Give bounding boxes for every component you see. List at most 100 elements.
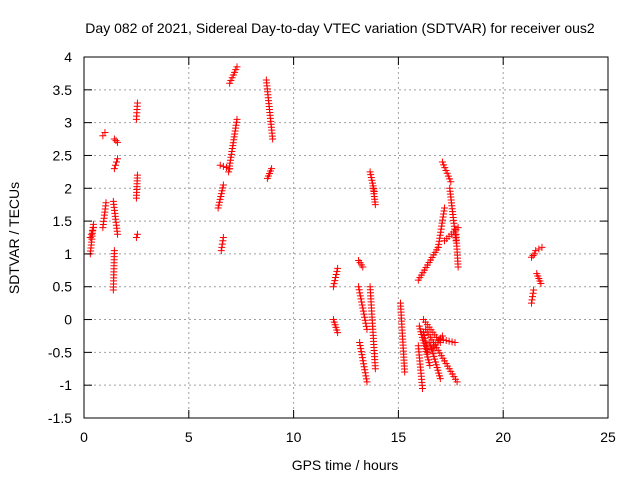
data-point <box>360 360 368 368</box>
data-point <box>358 298 366 306</box>
data-point <box>359 357 367 365</box>
data-point <box>527 253 535 261</box>
chart-title: Day 082 of 2021, Sidereal Day-to-day VTE… <box>85 20 595 36</box>
y-ticks: -1.5 -1 -0.5 0 0.5 1 1.5 2 2.5 3 3.5 4 <box>48 49 608 426</box>
data-point <box>531 250 539 258</box>
data-point <box>268 165 276 173</box>
data-point <box>529 293 537 301</box>
data-point <box>445 337 453 345</box>
data-point <box>215 198 223 206</box>
data-point <box>356 342 364 350</box>
data-point <box>269 135 277 143</box>
y-tick-label: 4 <box>64 49 72 65</box>
data-point <box>356 339 364 347</box>
data-point <box>357 295 365 303</box>
data-point <box>363 325 371 333</box>
data-point <box>355 283 363 291</box>
y-tick-label: 2.5 <box>53 147 73 163</box>
data-point <box>133 230 141 238</box>
data-point <box>453 378 461 386</box>
data-point <box>447 178 455 186</box>
x-ticks: 0 5 10 15 20 25 <box>80 57 616 445</box>
data-point <box>527 299 535 307</box>
data-point <box>360 310 368 318</box>
data-point <box>436 375 444 383</box>
data-point <box>102 199 110 207</box>
data-point <box>537 279 545 287</box>
data-point <box>217 192 225 200</box>
data-point <box>330 280 338 288</box>
data-point <box>334 329 342 337</box>
y-tick-label: 1 <box>64 246 72 262</box>
data-point <box>114 155 122 163</box>
data-point <box>112 158 120 166</box>
y-axis-title: SDTVAR / TECUs <box>6 182 22 294</box>
data-point <box>359 307 367 315</box>
data-point <box>233 115 241 123</box>
data-point <box>362 319 370 327</box>
data-point <box>114 230 122 238</box>
data-point <box>357 348 365 356</box>
x-tick-label: 0 <box>80 429 88 445</box>
data-point <box>219 234 227 241</box>
data-point <box>218 240 226 248</box>
x-tick-label: 10 <box>286 429 302 445</box>
data-point <box>133 171 141 179</box>
data-point <box>217 247 225 255</box>
data-point <box>110 165 118 173</box>
data-point <box>86 234 94 241</box>
data-point <box>88 227 96 235</box>
data-point <box>419 384 427 392</box>
data-point <box>442 337 450 345</box>
data-point <box>358 351 366 359</box>
data-point <box>371 365 379 373</box>
data-point <box>436 335 444 343</box>
data-point <box>133 99 141 107</box>
data-point <box>219 184 227 192</box>
y-tick-label: -1.5 <box>48 410 72 426</box>
data-point <box>89 224 97 232</box>
x-axis-title: GPS time / hours <box>292 457 399 473</box>
data-point <box>215 201 223 209</box>
data-point <box>401 368 409 376</box>
data-point <box>217 190 225 198</box>
data-points <box>86 63 546 392</box>
data-point <box>451 339 459 347</box>
data-point <box>454 224 462 232</box>
data-point <box>448 338 456 346</box>
y-tick-label: 0 <box>64 312 72 328</box>
data-point <box>528 296 536 304</box>
y-tick-label: 0.5 <box>53 279 73 295</box>
data-point <box>334 264 342 272</box>
data-point <box>87 230 95 238</box>
data-point <box>216 161 224 169</box>
data-point <box>219 237 227 245</box>
data-point <box>360 363 368 371</box>
data-point <box>356 289 364 297</box>
data-point <box>219 162 227 170</box>
data-point <box>454 263 462 271</box>
data-point <box>110 135 118 143</box>
data-point <box>362 322 370 330</box>
x-tick-label: 20 <box>495 429 511 445</box>
x-tick-label: 15 <box>391 429 407 445</box>
data-point <box>214 204 222 212</box>
data-point <box>361 366 369 374</box>
grid-lines <box>84 57 608 418</box>
data-point <box>359 263 367 271</box>
data-point <box>441 204 449 212</box>
data-point <box>101 128 109 136</box>
data-point <box>359 304 367 312</box>
data-point <box>361 316 369 324</box>
data-point <box>530 286 538 294</box>
data-point <box>529 289 537 297</box>
data-point <box>114 138 122 146</box>
data-point <box>355 286 363 294</box>
data-point <box>216 195 224 203</box>
data-point <box>439 336 447 344</box>
data-point <box>529 252 537 260</box>
data-point <box>361 313 369 321</box>
data-point <box>357 345 365 353</box>
data-point <box>358 301 366 309</box>
